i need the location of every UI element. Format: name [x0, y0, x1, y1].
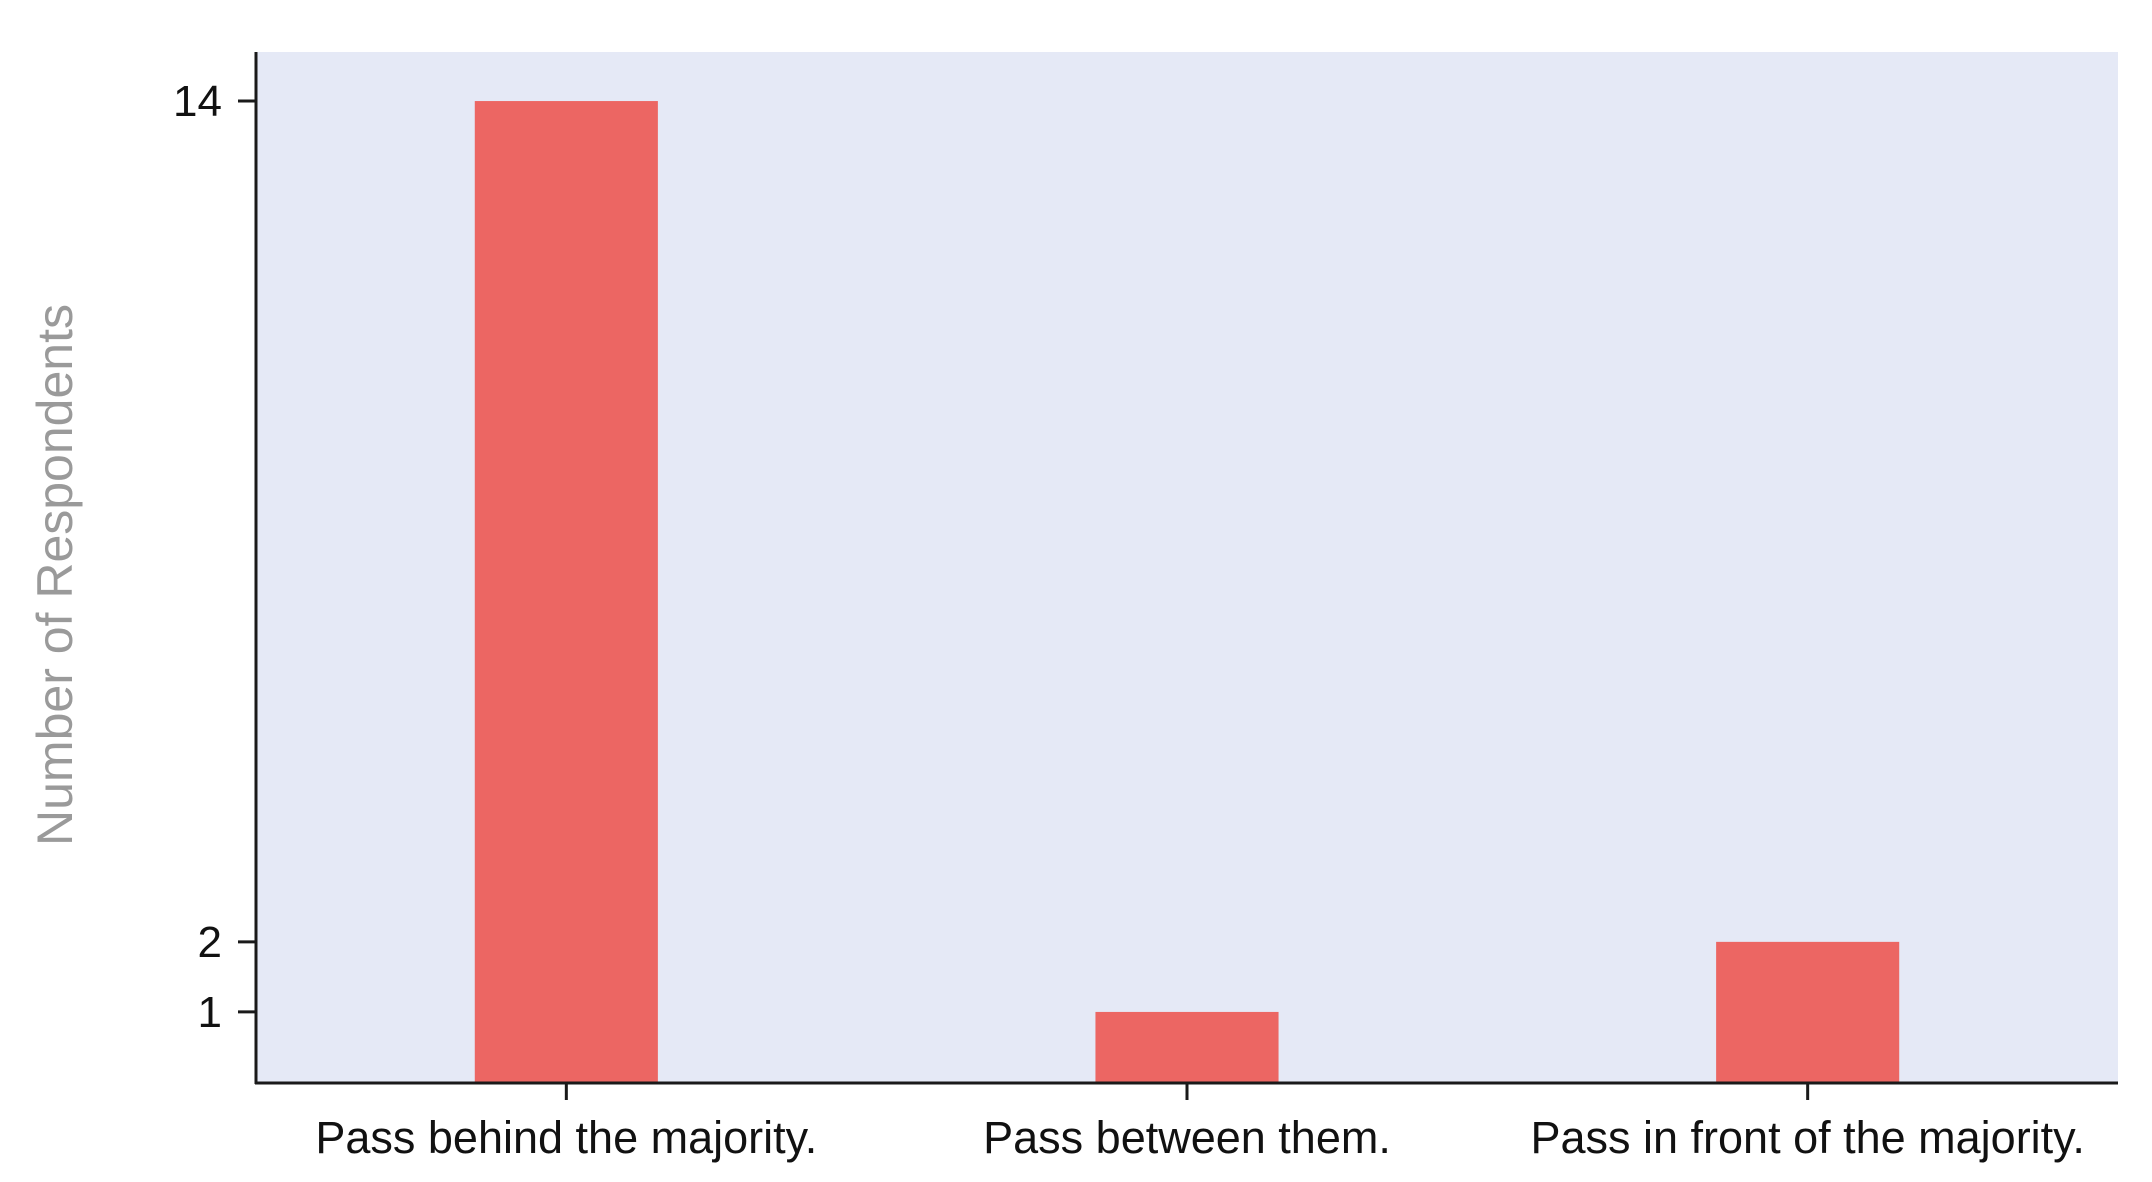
x-ticks-group: Pass behind the majority. Pass between th… [315, 1084, 2085, 1163]
y-tick-label: 1 [198, 988, 222, 1037]
y-axis-title: Number of Respondents [27, 304, 83, 846]
x-tick-label: Pass in front of the majority. [1530, 1112, 2084, 1163]
y-ticks-group: 1 2 14 [173, 77, 256, 1037]
bars-group [474, 101, 1900, 1083]
bar-3[interactable] [1716, 941, 1900, 1082]
x-tick-label: Pass behind the majority. [315, 1112, 817, 1163]
y-tick-label: 14 [173, 77, 222, 126]
bar-2[interactable] [1095, 1011, 1279, 1082]
x-tick-label: Pass between them. [983, 1112, 1391, 1163]
y-tick-label: 2 [198, 918, 222, 967]
bar-1[interactable] [474, 101, 658, 1083]
